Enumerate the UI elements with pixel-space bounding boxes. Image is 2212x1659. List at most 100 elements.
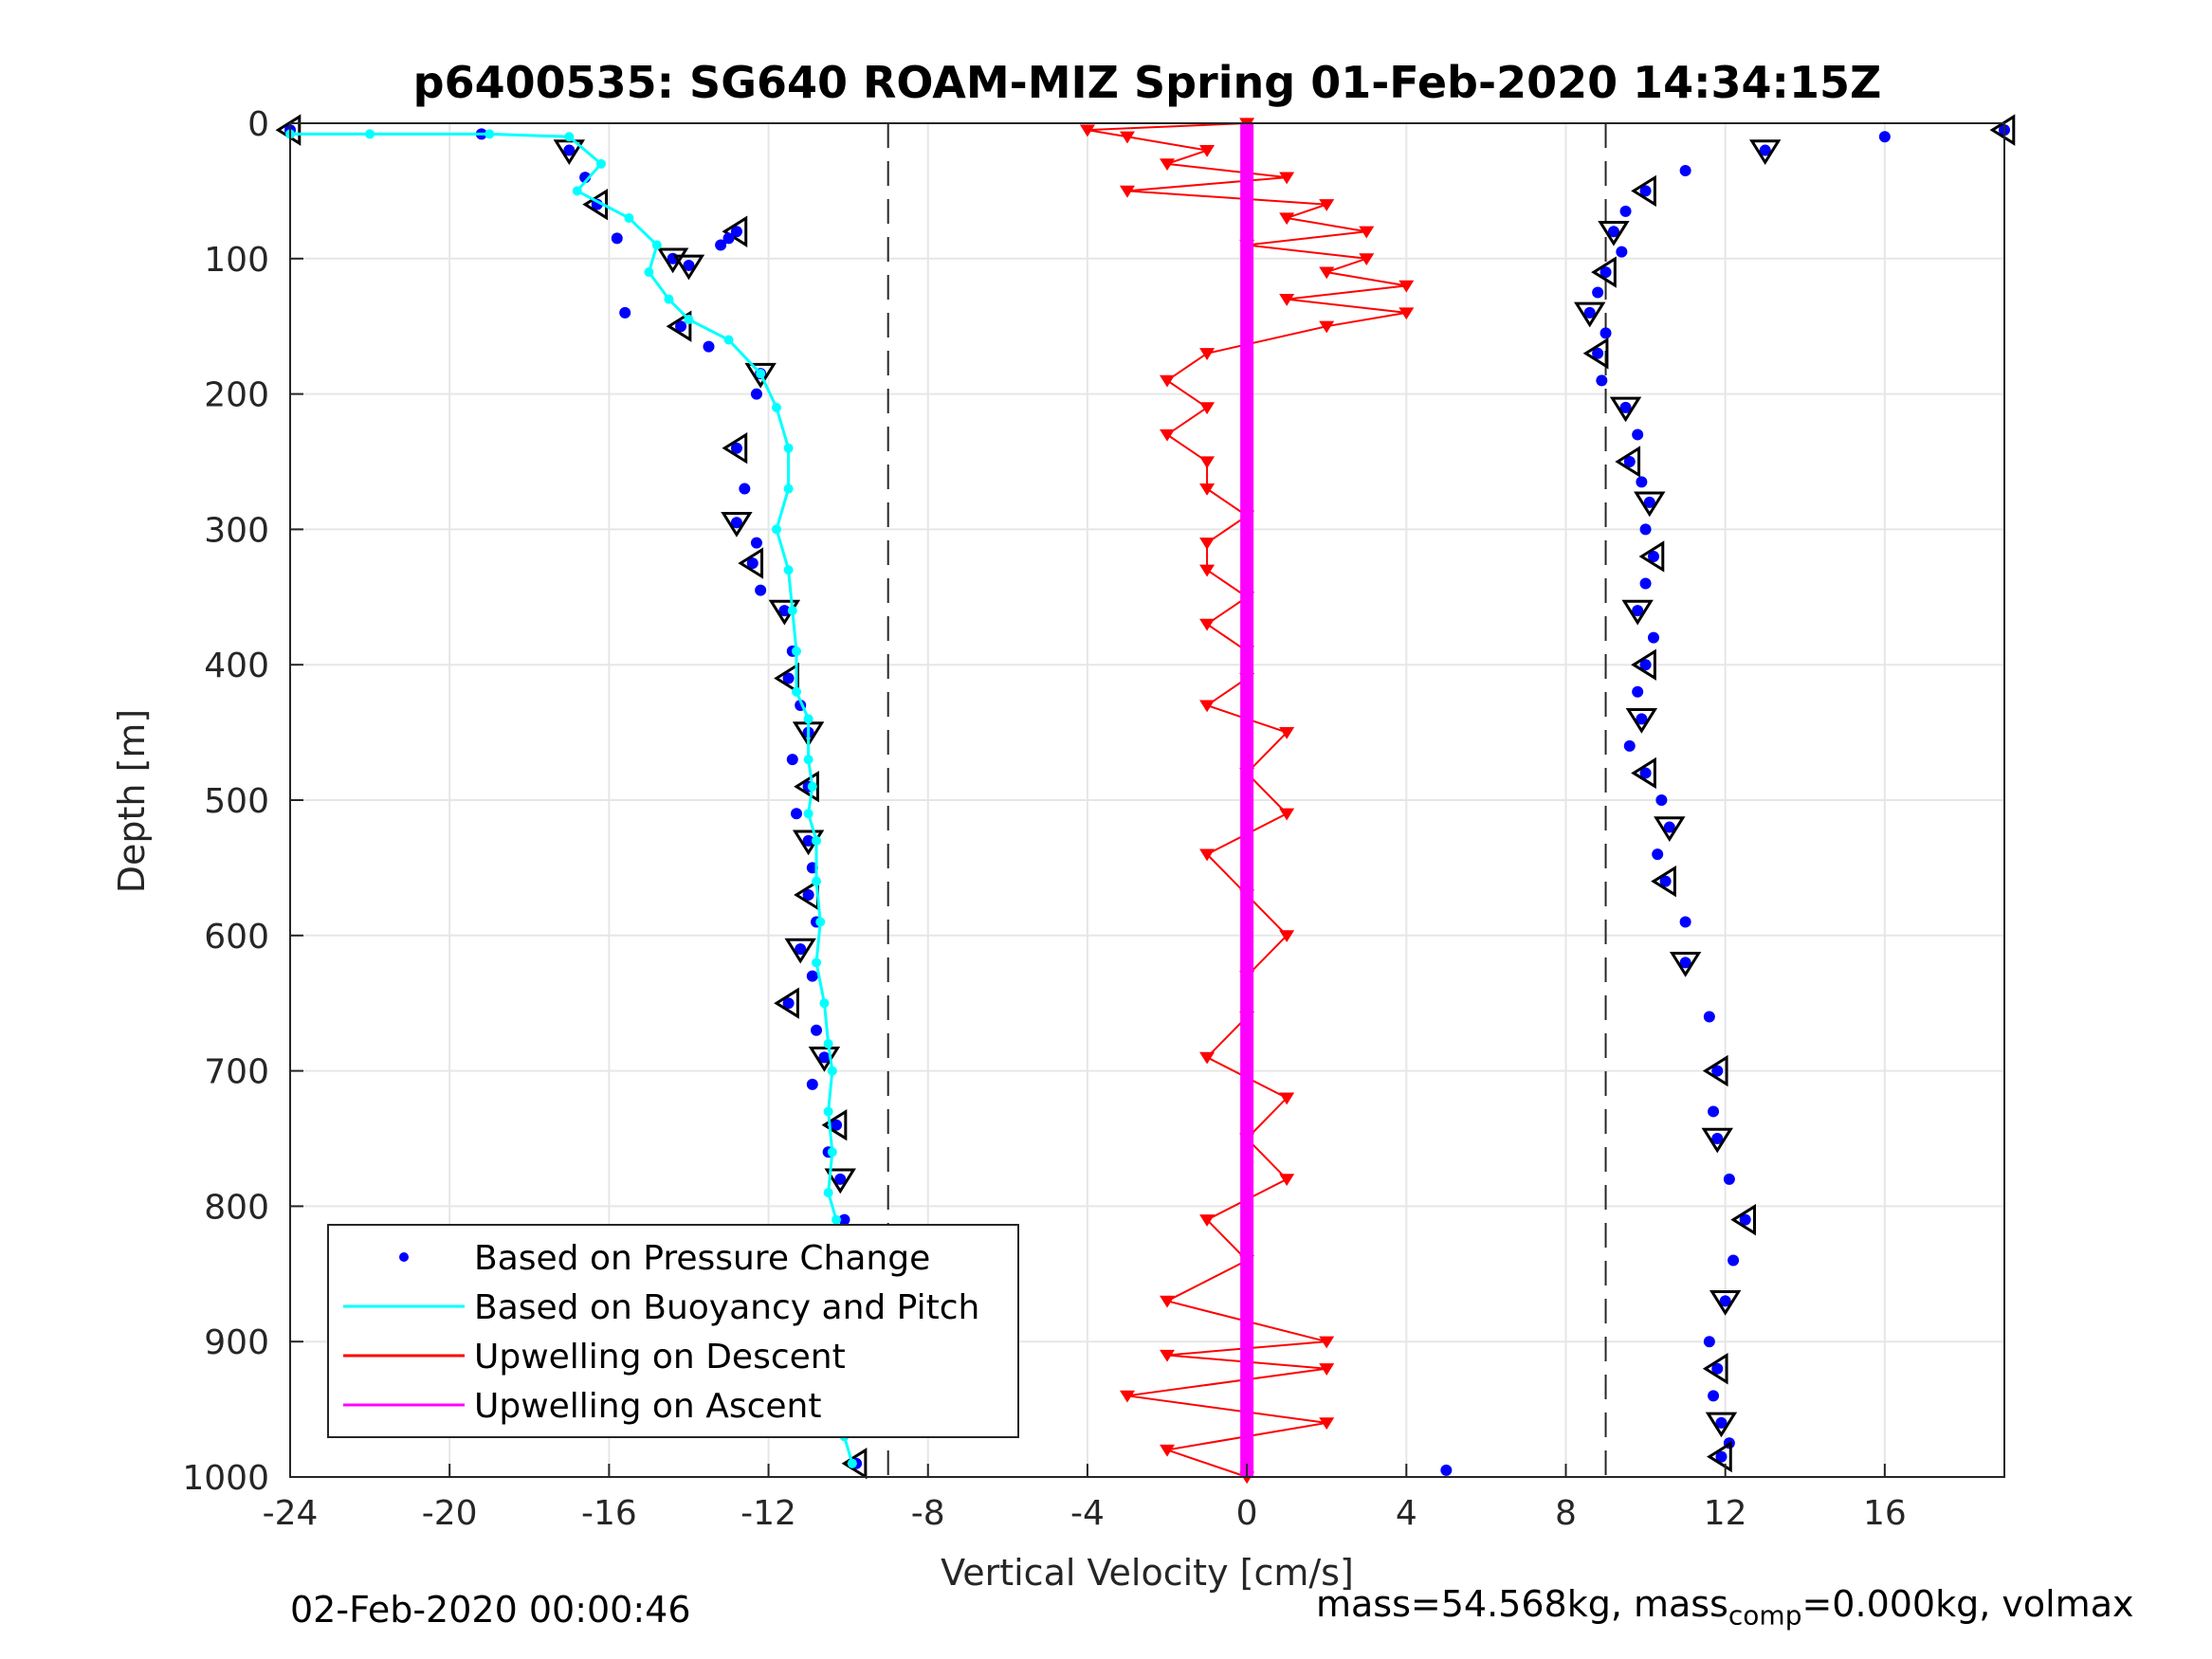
pressure-point	[563, 144, 576, 156]
upwelling-descent-marker	[1199, 348, 1216, 360]
buoyancy-point	[803, 809, 814, 819]
buoyancy-point	[832, 1214, 842, 1225]
pressure-point	[675, 320, 687, 333]
buoyancy-point	[484, 129, 495, 139]
buoyancy-point	[812, 957, 822, 968]
pressure-point	[782, 997, 795, 1010]
pressure-point	[1623, 456, 1636, 467]
y-tick-label: 0	[247, 105, 269, 144]
buoyancy-point	[644, 267, 654, 278]
pressure-point	[818, 1051, 831, 1064]
pressure-point	[1708, 1390, 1720, 1402]
pressure-point	[831, 1119, 843, 1131]
triangle-marker	[1631, 174, 1656, 208]
buoyancy-point	[803, 755, 814, 765]
buoyancy-point	[803, 714, 814, 724]
buoyancy-point	[812, 876, 822, 886]
pressure-point	[1708, 1105, 1720, 1118]
upwelling-descent-marker	[1160, 158, 1176, 172]
legend-label: Upwelling on Ascent	[474, 1387, 821, 1426]
pressure-point	[802, 834, 814, 847]
upwelling-descent-marker	[1199, 700, 1216, 713]
upwelling-descent-marker	[1160, 1444, 1176, 1457]
footer-timestamp-text: 02-Feb-2020 00:00:46	[290, 1589, 691, 1631]
triangle-marker	[1701, 1127, 1733, 1154]
legend-label: Based on Buoyancy and Pitch	[474, 1288, 979, 1327]
buoyancy-point	[771, 402, 781, 412]
triangle-marker	[672, 254, 705, 281]
upwelling-descent-marker	[1319, 199, 1335, 211]
upwelling-descent-marker	[1199, 564, 1216, 577]
triangle-marker	[1598, 220, 1630, 246]
pressure-point	[1639, 659, 1652, 671]
pressure-point	[1652, 848, 1664, 861]
buoyancy-point	[365, 129, 375, 139]
triangle-marker	[722, 432, 748, 465]
triangle-marker	[824, 1168, 856, 1194]
buoyancy-point	[823, 1039, 833, 1049]
x-tick-label: -24	[263, 1494, 319, 1533]
triangle-marker	[1730, 1203, 1756, 1236]
triangle-marker	[821, 1109, 848, 1141]
buoyancy-point	[787, 606, 797, 616]
pressure-point	[1711, 1065, 1724, 1077]
triangle-marker	[1705, 1412, 1738, 1438]
x-tick-label: 0	[1236, 1494, 1258, 1533]
upwelling-descent-marker	[1119, 185, 1135, 198]
x-tick-label: 4	[1396, 1494, 1417, 1533]
upwelling-descent-marker	[1319, 1363, 1335, 1376]
pressure-point	[1715, 1450, 1728, 1463]
pressure-point	[730, 442, 742, 454]
triangle-marker	[1631, 648, 1656, 681]
buoyancy-point	[771, 524, 781, 535]
series-pressure-ascent	[1440, 114, 2016, 1476]
upwelling-descent-marker	[1279, 294, 1295, 306]
triangle-marker	[1702, 1353, 1728, 1385]
x-tick-label: -12	[740, 1494, 796, 1533]
upwelling-descent-marker	[1119, 1390, 1135, 1403]
triangle-marker	[721, 511, 753, 538]
pressure-point	[1619, 401, 1632, 413]
y-tick-label: 700	[204, 1053, 269, 1092]
upwelling-descent-marker	[1199, 483, 1216, 496]
chart-title: p6400535: SG640 ROAM-MIZ Spring 01-Feb-2…	[413, 57, 1882, 108]
buoyancy-point	[819, 998, 830, 1009]
pressure-point	[1659, 875, 1672, 887]
y-tick-label: 600	[204, 918, 269, 957]
pressure-point	[1679, 916, 1691, 928]
upwelling-descent-marker	[1119, 131, 1135, 144]
upwelling-descent-marker	[1160, 1349, 1176, 1362]
x-tick-label: 8	[1555, 1494, 1577, 1533]
y-tick-label: 1000	[182, 1459, 269, 1498]
buoyancy-point	[572, 186, 582, 196]
pressure-point	[746, 557, 759, 570]
pressure-point	[611, 232, 623, 245]
pressure-point	[1679, 957, 1691, 969]
pressure-point	[1600, 266, 1612, 279]
pressure-point	[1632, 685, 1644, 698]
pressure-point	[1679, 164, 1691, 176]
pressure-point	[786, 754, 798, 766]
pressure-point	[1647, 550, 1659, 562]
buoyancy-point	[823, 1106, 833, 1117]
pressure-point	[1639, 767, 1652, 779]
upwelling-descent-marker	[1199, 144, 1216, 157]
upwelling-descent-marker	[1319, 1336, 1335, 1349]
upwelling-descent-marker	[1199, 1214, 1216, 1227]
pressure-point	[802, 888, 814, 901]
triangle-marker	[1631, 757, 1656, 790]
buoyancy-point	[791, 686, 801, 697]
pressure-point	[1639, 185, 1652, 197]
pressure-point	[838, 1213, 850, 1226]
pressure-point	[1647, 631, 1659, 644]
upwelling-descent-marker	[1279, 808, 1295, 821]
triangle-marker	[738, 547, 764, 579]
triangle-marker	[1651, 865, 1676, 898]
buoyancy-point	[827, 1066, 837, 1076]
pressure-point	[795, 943, 807, 956]
pressure-point	[1636, 713, 1648, 725]
pressure-point	[1878, 131, 1891, 143]
footer-mass-sub: comp	[1728, 1599, 1802, 1632]
triangle-marker	[1574, 301, 1606, 328]
